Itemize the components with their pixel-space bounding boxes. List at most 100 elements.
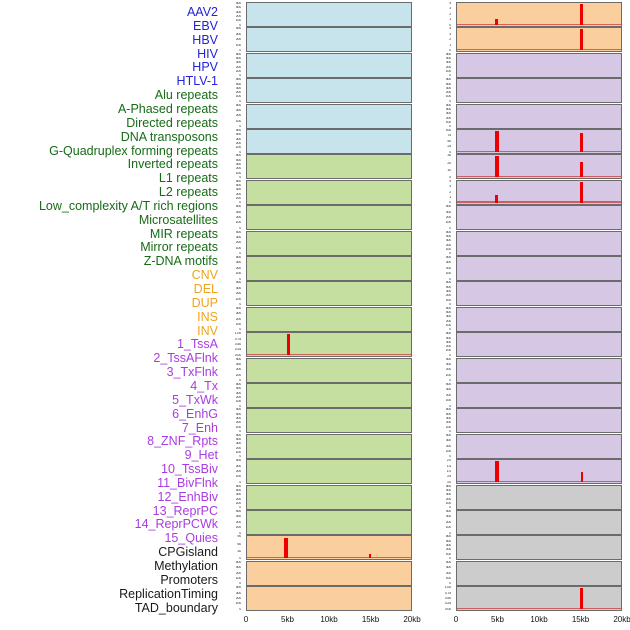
row-label-dup: DUP: [191, 295, 218, 310]
track-panel-right-22[interactable]: [456, 560, 622, 586]
track-panel-left-14[interactable]: [246, 357, 412, 383]
track-panel-left-15[interactable]: [246, 383, 412, 408]
track-panel-left-2[interactable]: [246, 52, 412, 78]
y-tick-label: 0: [239, 582, 241, 586]
y-tick-label: 0: [449, 328, 451, 332]
y-tick-label: 200: [235, 368, 241, 372]
track-panel-right-17[interactable]: [456, 433, 622, 459]
y-tick-label: 0: [449, 353, 451, 357]
y-tick-label: 0: [449, 74, 451, 78]
y-tick-label: 200: [235, 266, 241, 270]
track-panel-left-1[interactable]: [246, 27, 412, 53]
track-panel-left-12[interactable]: [246, 306, 412, 332]
x-tick-label: 20kb: [613, 614, 630, 624]
peak-bar: [580, 132, 583, 152]
y-tick-label: 100: [445, 425, 451, 429]
track-panel-left-0[interactable]: [246, 2, 412, 27]
y-tick-label: 0.50: [444, 596, 451, 600]
y-tick-label: 200: [445, 215, 451, 219]
y-axis-ticks-right-18: 2.0 1.5 1.0 0.5 0.0: [434, 459, 452, 484]
track-panel-left-6[interactable]: [246, 154, 412, 180]
row-label-9-het: 9_Het: [184, 448, 218, 463]
track-panel-right-6[interactable]: [456, 154, 622, 180]
track-panel-left-21[interactable]: [246, 535, 412, 561]
track-panel-left-11[interactable]: [246, 281, 412, 307]
track-panel-right-20[interactable]: [456, 510, 622, 535]
track-panel-right-2[interactable]: [456, 52, 622, 78]
y-tick-label: 100: [445, 526, 451, 530]
row-label-tad-boundary: TAD_boundary: [134, 600, 218, 615]
track-panel-left-3[interactable]: [246, 78, 412, 104]
track-panel-right-7[interactable]: [456, 179, 622, 205]
track-panel-left-17[interactable]: [246, 433, 412, 459]
y-tick-label: 100: [445, 373, 451, 377]
y-tick-label: 200: [235, 141, 241, 145]
y-tick-label: 200: [235, 167, 241, 171]
track-panel-left-18[interactable]: [246, 459, 412, 485]
track-panel-right-16[interactable]: [456, 408, 622, 434]
track-panel-right-13[interactable]: [456, 332, 622, 358]
track-panel-left-4[interactable]: [246, 103, 412, 129]
y-axis-ticks-right-6: 30 20 10 0: [434, 154, 452, 179]
row-label-alu-repeats: Alu repeats: [154, 88, 218, 103]
y-tick-label: 100: [235, 197, 241, 201]
track-panel-right-21[interactable]: [456, 535, 622, 561]
y-tick-label: 200: [235, 317, 241, 321]
track-panel-right-11[interactable]: [456, 281, 622, 307]
track-panel-left-23[interactable]: [246, 586, 412, 612]
y-tick-label: 300: [235, 591, 241, 595]
y-tick-label: 100: [445, 95, 451, 99]
y-tick-label: 200: [445, 421, 451, 425]
track-panel-left-16[interactable]: [246, 408, 412, 434]
track-panel-right-1[interactable]: [456, 27, 622, 53]
track-panel-right-10[interactable]: [456, 256, 622, 281]
track-panel-left-7[interactable]: [246, 179, 412, 205]
track-panel-left-5[interactable]: [246, 129, 412, 154]
track-panel-right-14[interactable]: [456, 357, 622, 383]
track-panel-left-8[interactable]: [246, 205, 412, 231]
track-panel-left-9[interactable]: [246, 230, 412, 256]
y-tick-label: 300: [235, 286, 241, 290]
y-tick-label: 75: [447, 134, 451, 138]
y-axis-ticks-right-13: 500 400 300 200 100 0: [434, 332, 452, 357]
y-tick-label: 200: [445, 91, 451, 95]
track-panel-left-22[interactable]: [246, 560, 412, 586]
row-label-methylation: Methylation: [154, 559, 218, 573]
track-panel-left-20[interactable]: [246, 510, 412, 535]
y-tick-label: 400: [445, 488, 451, 492]
track-panel-right-23[interactable]: [456, 586, 622, 612]
y-tick-label: 2: [449, 12, 451, 16]
track-panel-right-4[interactable]: [456, 103, 622, 129]
y-tick-label: 300: [445, 112, 451, 116]
track-panel-right-18[interactable]: [456, 459, 622, 485]
y-tick-label: 0: [449, 150, 451, 154]
y-tick-label: 300: [445, 544, 451, 548]
y-tick-label: 0: [449, 252, 451, 256]
track-panel-right-3[interactable]: [456, 78, 622, 104]
y-tick-label: 0.25: [234, 348, 241, 352]
y-axis-ticks-left-13: 1.00 0.75 0.50 0.25 0.00: [224, 332, 242, 357]
track-panel-right-12[interactable]: [456, 306, 622, 332]
track-panel-right-9[interactable]: [456, 230, 622, 256]
track-panel-right-19[interactable]: [456, 484, 622, 510]
track-panel-right-0[interactable]: [456, 2, 622, 27]
peak-bar: [287, 334, 290, 356]
y-tick-label: 300: [445, 290, 451, 294]
y-axis-ticks-right-15: 400 300 200 100 0: [434, 383, 452, 408]
y-tick-label: 0: [449, 404, 451, 408]
y-tick-label: 400: [445, 357, 451, 361]
track-panel-right-15[interactable]: [456, 383, 622, 408]
y-tick-label: 300: [235, 108, 241, 112]
x-tick-label: 15kb: [571, 614, 590, 624]
peak-bar: [495, 194, 499, 203]
track-panel-left-10[interactable]: [246, 256, 412, 281]
y-tick-label: 100: [235, 501, 241, 505]
y-tick-label: 300: [445, 340, 451, 344]
track-panel-left-13[interactable]: [246, 332, 412, 358]
baseline: [457, 480, 621, 483]
track-panel-left-19[interactable]: [246, 484, 412, 510]
y-tick-label: 100: [445, 501, 451, 505]
track-panel-right-8[interactable]: [456, 205, 622, 231]
track-panel-right-5[interactable]: [456, 129, 622, 154]
